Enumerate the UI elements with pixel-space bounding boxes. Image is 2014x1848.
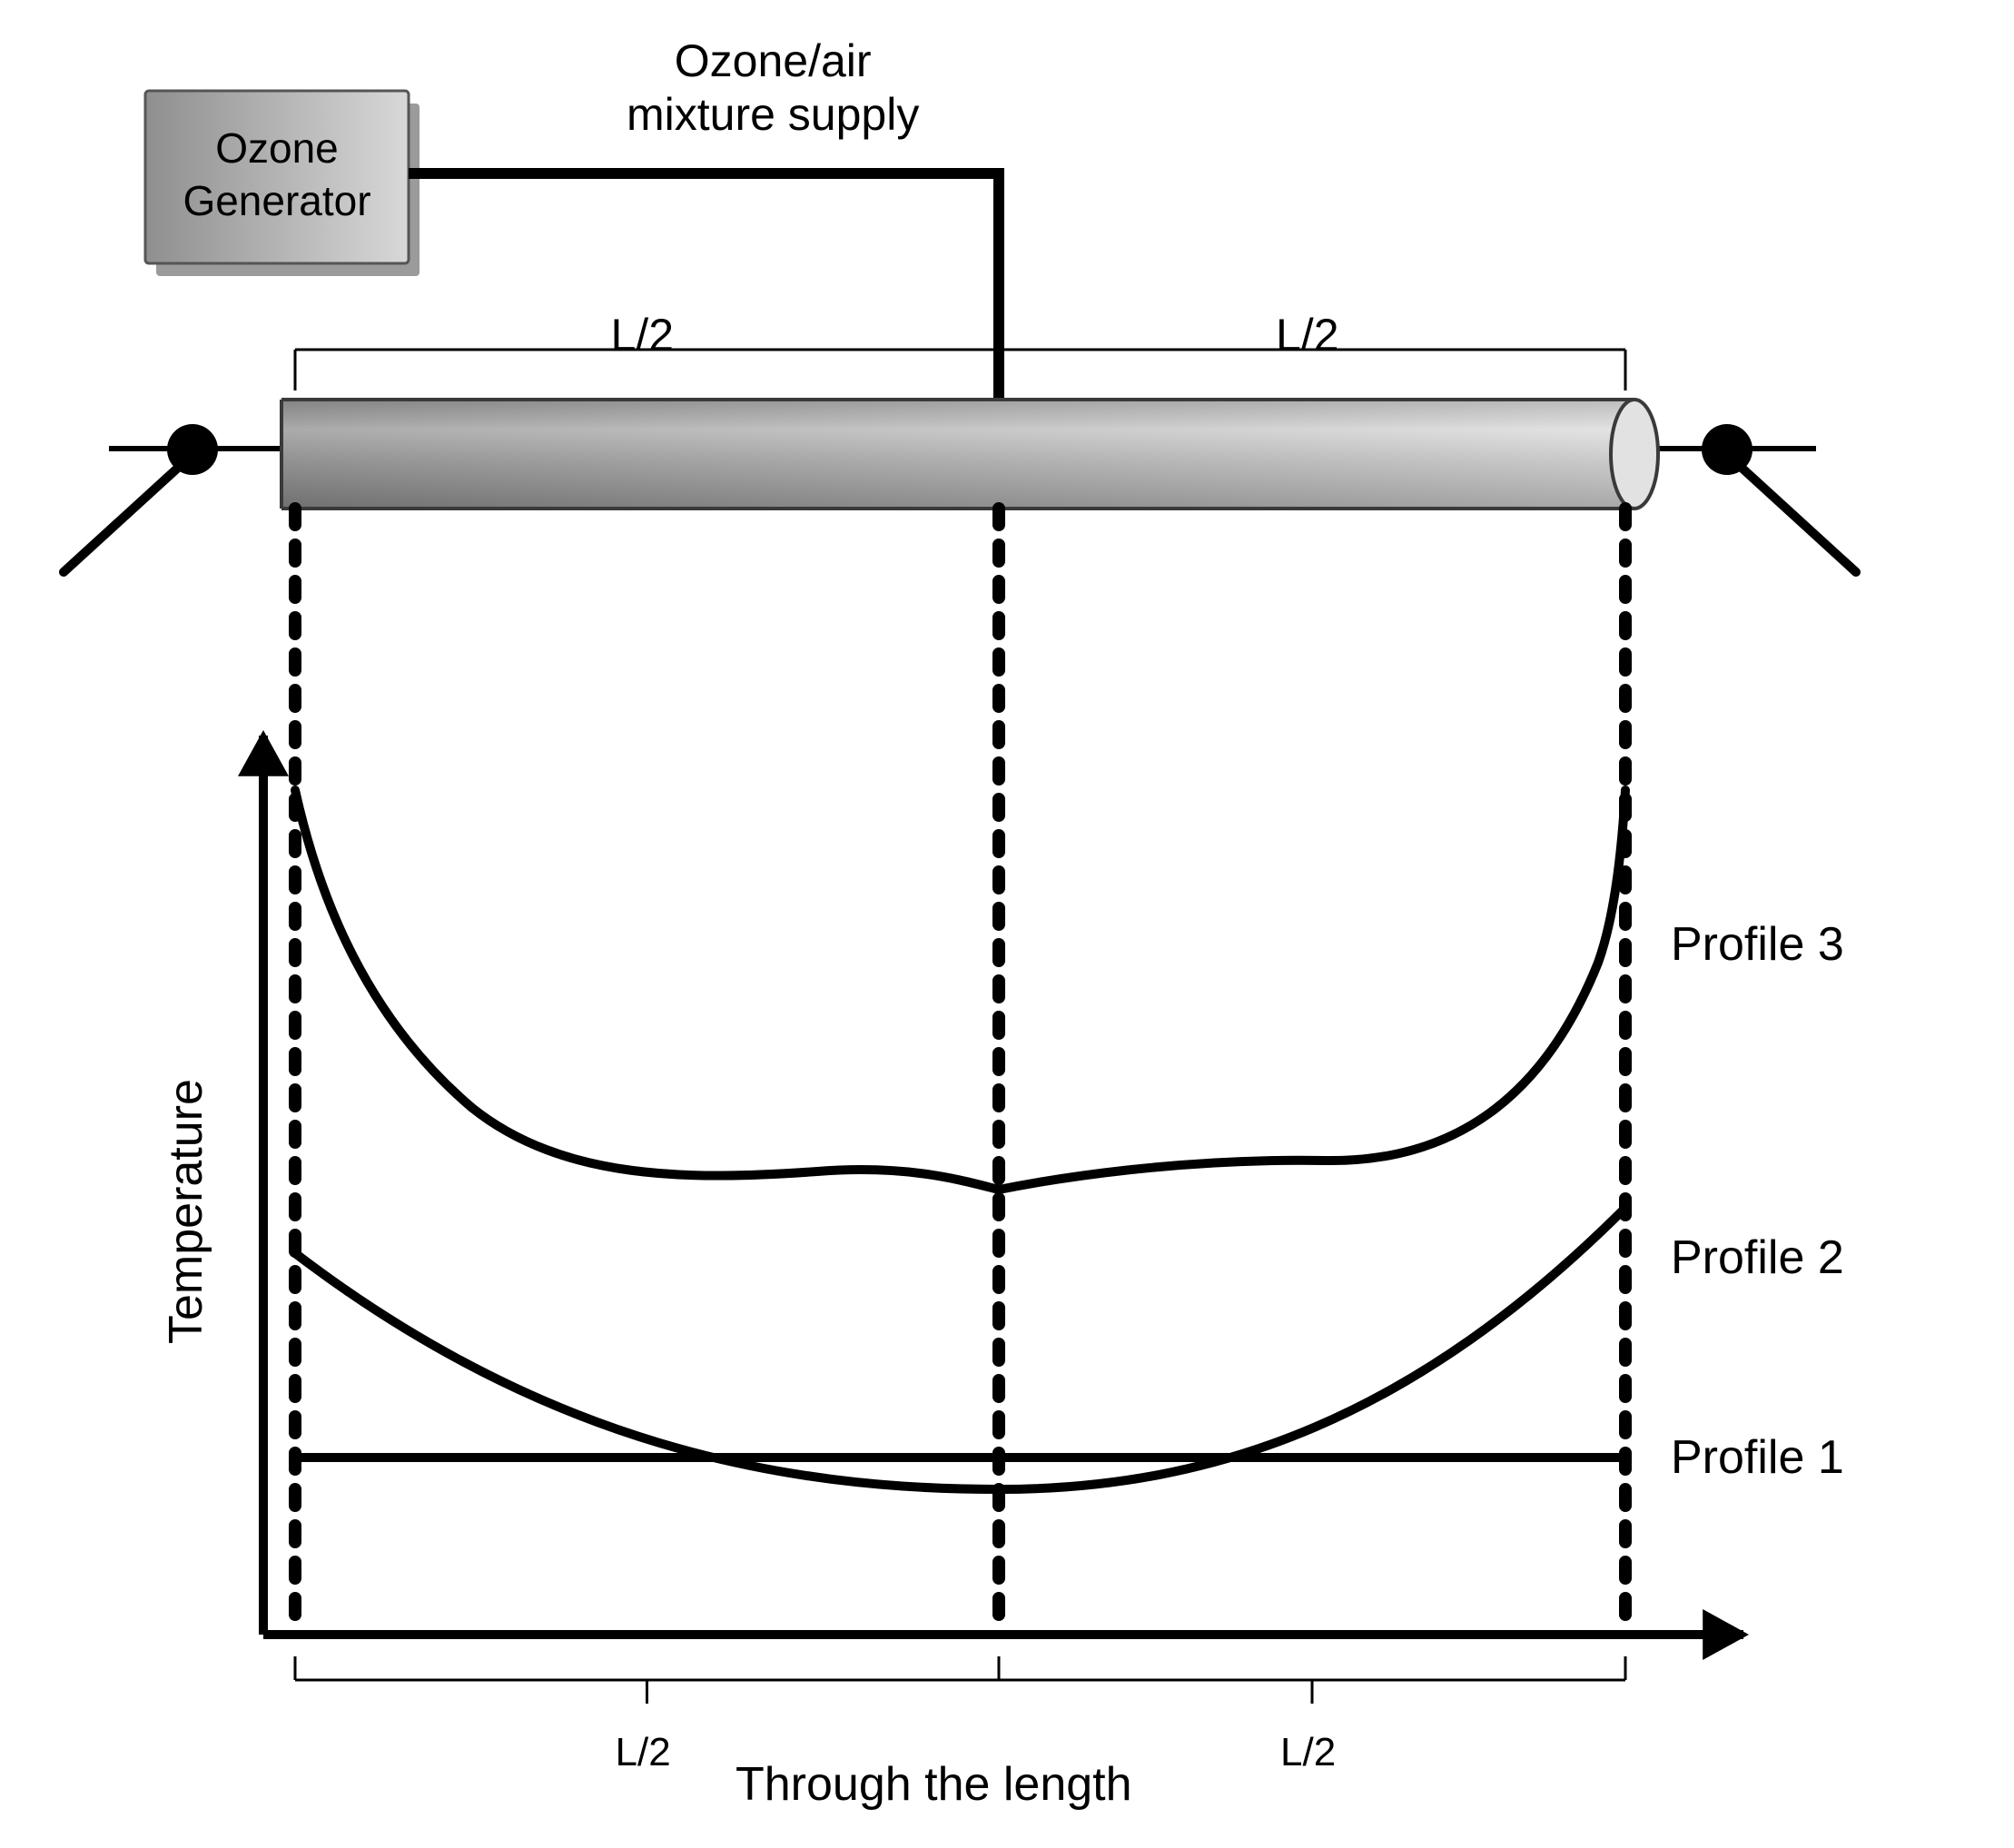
x-axis-label: Through the length <box>736 1757 1132 1812</box>
y-axis-label: Temperature <box>159 1079 213 1344</box>
profile-2-label: Profile 2 <box>1671 1230 1844 1285</box>
generator-line1: Ozone <box>215 124 339 172</box>
generator-line2: Generator <box>183 177 370 224</box>
figure-canvas: Ozone Generator Ozone/air mixture supply… <box>0 0 2014 1848</box>
profile-3-label: Profile 3 <box>1671 917 1844 972</box>
supply-line2: mixture supply <box>627 89 919 140</box>
supply-line1: Ozone/air <box>675 35 872 86</box>
bottom-bracket-l2-left: L/2 <box>616 1730 671 1775</box>
bottom-bracket-l2-right: L/2 <box>1280 1730 1336 1775</box>
top-bracket-l2-left: L/2 <box>611 309 675 361</box>
ozone-generator-label: Ozone Generator <box>159 123 395 227</box>
top-bracket-l2-right: L/2 <box>1276 309 1339 361</box>
profile-1-label: Profile 1 <box>1671 1430 1844 1485</box>
supply-label: Ozone/air mixture supply <box>627 35 919 142</box>
